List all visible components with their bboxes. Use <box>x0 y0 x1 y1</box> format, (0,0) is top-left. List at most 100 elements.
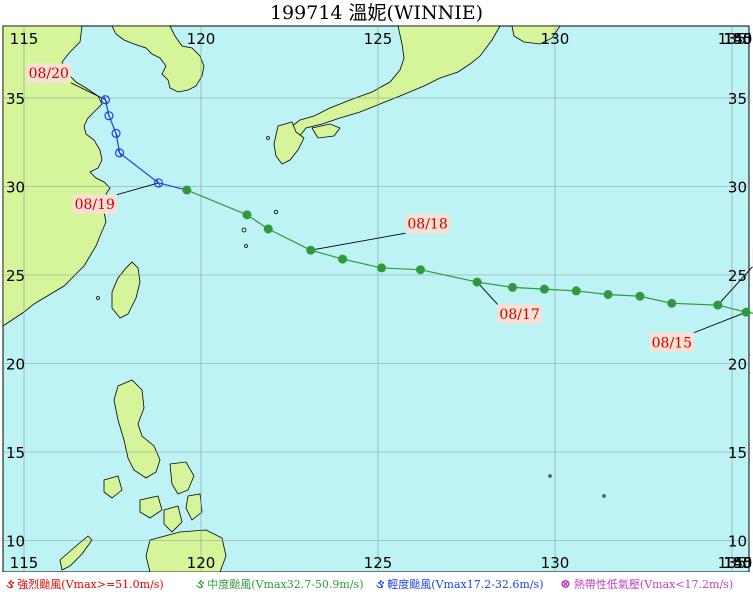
date-leader-lines <box>70 82 753 334</box>
track-segment <box>420 269 478 283</box>
legend: ઙ 強烈颱風(Vmax>=51.0m/s) ઙ 中度颱風(Vmax32.7-50.9m… <box>0 572 753 596</box>
land-shikoku <box>311 123 341 139</box>
land-islet <box>273 209 279 215</box>
track-point-medium <box>182 185 192 195</box>
track-point-light <box>114 148 125 158</box>
date-labels: 08/1008/1108/1208/1308/1408/1508/1608/17… <box>26 63 753 352</box>
land-islet <box>602 494 606 498</box>
track-point-medium <box>539 284 549 294</box>
low-pressure-icon: ⊗ <box>560 577 571 592</box>
lon-tick-label-top: 155 <box>724 30 753 48</box>
lat-tick-label-right: 10 <box>728 533 747 551</box>
date-label: 08/19 <box>75 197 115 213</box>
graticule <box>3 26 749 572</box>
track-point-medium <box>338 254 348 264</box>
land-hokkaido <box>511 25 561 45</box>
lon-tick-label-top: 115 <box>10 30 39 48</box>
track-point-medium <box>713 300 723 310</box>
land-negros <box>163 505 183 533</box>
lon-tick-label-bottom: 140 <box>724 554 753 572</box>
land-korea <box>111 25 205 93</box>
lon-tick-label-bottom: 130 <box>541 554 570 572</box>
land-palawan <box>59 535 93 571</box>
track-segment <box>115 133 121 153</box>
track-point-light-mark <box>106 111 112 120</box>
date-label: 08/15 <box>652 335 692 351</box>
track-points <box>100 95 751 317</box>
track-point-light-mark <box>156 178 161 188</box>
track-point-light <box>153 178 164 188</box>
lat-tick-label-left: 10 <box>6 533 25 551</box>
lat-tick-label-right: 30 <box>728 179 747 197</box>
date-label-box <box>72 194 117 214</box>
lat-tick-label-right: 20 <box>728 356 747 374</box>
track-segment <box>104 99 110 116</box>
track-point-light-mark <box>102 95 108 104</box>
land-islet <box>548 474 552 478</box>
lon-tick-label-top: 145 <box>724 30 753 48</box>
land-taiwan <box>111 261 141 319</box>
legend-item-low: ⊗ 熱帶性低氣壓(Vmax<17.2m/s) <box>560 576 733 592</box>
track-point-light-mark <box>117 148 123 158</box>
lat-tick-label-right: 15 <box>728 444 747 462</box>
track-segment <box>119 152 159 184</box>
map-title: 199714 溫妮(WINNIE) <box>269 2 484 24</box>
lon-tick-label-bottom: 135 <box>718 554 747 572</box>
date-leader-line <box>476 281 498 305</box>
typhoon-icon: ઙ <box>376 577 385 592</box>
track-point-light <box>111 128 121 138</box>
date-label-box <box>497 304 542 324</box>
track-segment <box>381 267 421 271</box>
date-leader-line <box>693 311 747 334</box>
typhoon-track-map: 08/1008/1108/1208/1308/1408/1508/1608/17… <box>2 25 753 572</box>
lon-tick-label-top: 120 <box>187 30 216 48</box>
track-segment <box>544 288 577 292</box>
track-segment <box>608 293 640 297</box>
lat-tick-label-left: 15 <box>6 444 25 462</box>
track-segment <box>477 281 513 288</box>
land-panay <box>139 495 163 519</box>
date-label: 08/17 <box>499 307 539 323</box>
track-segment <box>186 189 248 216</box>
land-islet <box>244 244 248 248</box>
date-leader-line <box>310 232 406 251</box>
track-point-medium <box>571 286 581 296</box>
lat-tick-label-right: 25 <box>728 267 747 285</box>
track-segment <box>671 302 718 306</box>
date-leader-line <box>116 182 159 196</box>
typhoon-icon: ઙ <box>196 577 205 592</box>
legend-label: 中度颱風(Vmax32.7-50.9m/s) <box>207 578 364 591</box>
lon-tick-label-top: 140 <box>724 30 753 48</box>
track-point-medium <box>667 298 677 308</box>
track-point-medium <box>242 210 252 220</box>
land-masses <box>2 25 606 572</box>
track-point-medium <box>472 277 482 287</box>
land-kyushu <box>273 121 305 165</box>
lat-tick-label-left: 35 <box>6 90 25 108</box>
land-china <box>2 25 111 327</box>
legend-label: 輕度颱風(Vmax17.2-32.6m/s) <box>387 578 544 591</box>
lon-tick-label-bottom: 145 <box>724 554 753 572</box>
lon-tick-label-bottom: 120 <box>187 554 216 572</box>
land-samar <box>169 461 195 495</box>
track-segment <box>639 295 672 304</box>
track-point-medium <box>508 282 518 292</box>
lon-tick-label-bottom: 150 <box>724 554 753 572</box>
axis-tick-labels: 1151151201201251251301301351351401401451… <box>6 30 752 572</box>
lon-tick-label-top: 135 <box>718 30 747 48</box>
lon-tick-label-top: 125 <box>364 30 393 48</box>
land-islet <box>241 227 247 233</box>
date-label: 08/18 <box>407 217 447 233</box>
date-label-box <box>649 332 694 352</box>
track-segment <box>717 304 747 313</box>
track-segment <box>342 258 382 269</box>
track-point-medium <box>377 263 387 273</box>
typhoon-icon: ઙ <box>6 577 15 592</box>
track-point-light-mark <box>113 129 119 138</box>
track-segment <box>310 249 343 260</box>
track-point-medium <box>263 224 273 234</box>
legend-item-light: ઙ 輕度颱風(Vmax17.2-32.6m/s) <box>376 576 544 592</box>
lat-tick-label-left: 20 <box>6 356 25 374</box>
lat-tick-label-right: 35 <box>728 90 747 108</box>
track-point-medium <box>415 265 425 275</box>
